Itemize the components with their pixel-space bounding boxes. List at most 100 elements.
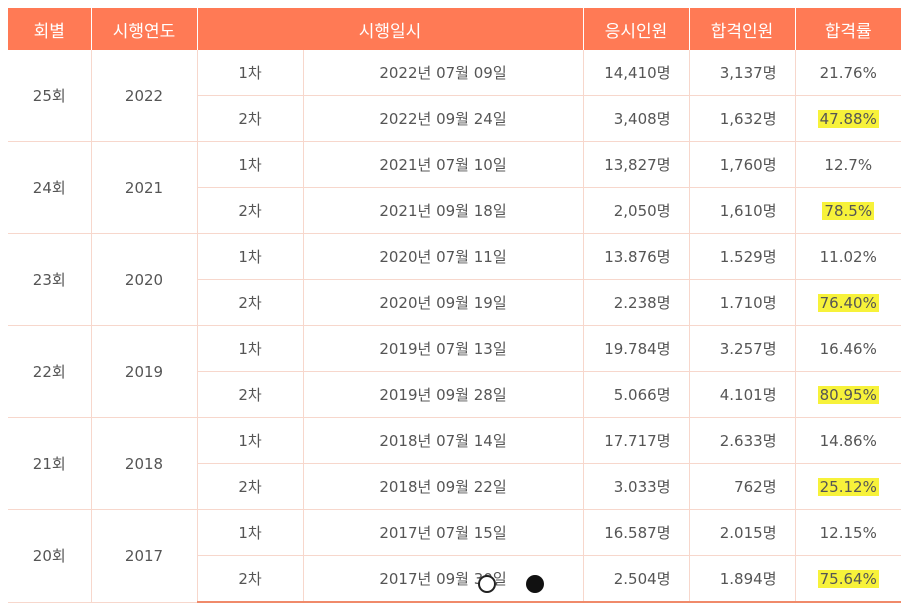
session-cell: 1차 — [197, 141, 304, 188]
applicants-cell: 17.717명 — [583, 417, 690, 464]
table-row: 20회 2017 1차 2017년 07월 15일 16.587명 2.015명 12.15… — [8, 509, 901, 603]
applicants-cell: 2.504명 — [583, 555, 690, 603]
session-cell: 2차 — [197, 463, 304, 510]
round-cell: 25회 — [8, 50, 92, 142]
pass-rate-value: 47.88% — [817, 109, 879, 128]
pass-rate-value: 75.64% — [817, 569, 879, 588]
round-cell: 23회 — [8, 233, 92, 326]
year-cell: 2021 — [91, 141, 198, 234]
pass-rate-cell: 11.02% — [795, 233, 901, 280]
applicants-cell: 13.876명 — [583, 233, 690, 280]
exam-results-table: 회별 시행연도 시행일시 응시인원 합격인원 합격률 25회 2022 1차 2022… — [8, 8, 901, 603]
year-cell: 2022 — [91, 50, 198, 142]
pass-rate-value: 21.76% — [819, 63, 877, 82]
year-cell: 2020 — [91, 233, 198, 326]
pass-rate-cell: 21.76% — [795, 50, 901, 96]
pass-rate-value: 80.95% — [817, 385, 879, 404]
passed-cell: 2.633명 — [689, 417, 796, 464]
session-cell: 2차 — [197, 371, 304, 418]
date-cell: 2022년 09월 24일 — [303, 95, 584, 142]
pass-rate-cell: 47.88% — [795, 95, 901, 142]
applicants-cell: 19.784명 — [583, 325, 690, 372]
header-applicants: 응시인원 — [583, 8, 690, 50]
date-cell: 2021년 07월 10일 — [303, 141, 584, 188]
session-cell: 2차 — [197, 187, 304, 234]
pass-rate-cell: 76.40% — [795, 279, 901, 326]
pass-rate-cell: 16.46% — [795, 325, 901, 372]
pass-rate-cell: 14.86% — [795, 417, 901, 464]
round-cell: 20회 — [8, 509, 92, 603]
pass-rate-cell: 78.5% — [795, 187, 901, 234]
session-cell: 1차 — [197, 325, 304, 372]
table-row: 2차 2022년 09월 24일 3,408명 1,632명 47.88% — [8, 95, 901, 142]
passed-cell: 3,137명 — [689, 50, 796, 96]
year-cell: 2019 — [91, 325, 198, 418]
table-header: 회별 시행연도 시행일시 응시인원 합격인원 합격률 — [8, 8, 901, 50]
session-cell: 1차 — [197, 509, 304, 556]
pass-rate-value: 76.40% — [817, 293, 879, 312]
pass-rate-value: 11.02% — [819, 247, 877, 266]
pass-rate-value: 12.7% — [824, 155, 873, 174]
date-cell: 2018년 07월 14일 — [303, 417, 584, 464]
pass-rate-value: 12.15% — [819, 523, 877, 542]
passed-cell: 1,632명 — [689, 95, 796, 142]
table-row: 24회 2021 1차 2021년 07월 10일 13,827명 1,760명 12.7% — [8, 141, 901, 234]
applicants-cell: 2,050명 — [583, 187, 690, 234]
passed-cell: 1,760명 — [689, 141, 796, 188]
session-cell: 2차 — [197, 555, 304, 603]
date-cell: 2017년 07월 15일 — [303, 509, 584, 556]
date-cell: 2022년 07월 09일 — [303, 50, 584, 96]
date-cell: 2021년 09월 18일 — [303, 187, 584, 234]
pass-rate-cell: 75.64% — [795, 555, 901, 603]
date-cell: 2019년 07월 13일 — [303, 325, 584, 372]
applicants-cell: 5.066명 — [583, 371, 690, 418]
session-cell: 2차 — [197, 95, 304, 142]
table-row: 2차 2019년 09월 28일 5.066명 4.101명 80.95% — [8, 371, 901, 418]
table-row: 25회 2022 1차 2022년 07월 09일 14,410명 3,137명 21.76… — [8, 50, 901, 142]
passed-cell: 1,610명 — [689, 187, 796, 234]
carousel-indicator — [478, 575, 548, 595]
applicants-cell: 2.238명 — [583, 279, 690, 326]
applicants-cell: 13,827명 — [583, 141, 690, 188]
year-cell: 2017 — [91, 509, 198, 603]
session-cell: 1차 — [197, 50, 304, 96]
pass-rate-cell: 25.12% — [795, 463, 901, 510]
date-cell: 2020년 09월 19일 — [303, 279, 584, 326]
pass-rate-cell: 12.7% — [795, 141, 901, 188]
table-body: 25회 2022 1차 2022년 07월 09일 14,410명 3,137명 21.76… — [8, 50, 901, 603]
header-pass-rate: 합격률 — [795, 8, 901, 50]
date-cell: 2018년 09월 22일 — [303, 463, 584, 510]
date-cell: 2019년 09월 28일 — [303, 371, 584, 418]
carousel-dot-active[interactable] — [526, 575, 544, 593]
header-passed: 합격인원 — [689, 8, 796, 50]
round-cell: 24회 — [8, 141, 92, 234]
pass-rate-value: 16.46% — [819, 339, 877, 358]
table-row: 22회 2019 1차 2019년 07월 13일 19.784명 3.257명 16.46… — [8, 325, 901, 418]
header-year: 시행연도 — [91, 8, 198, 50]
pass-rate-cell: 80.95% — [795, 371, 901, 418]
date-cell: 2020년 07월 11일 — [303, 233, 584, 280]
passed-cell: 1.894명 — [689, 555, 796, 603]
pass-rate-value: 25.12% — [817, 477, 879, 496]
passed-cell: 1.710명 — [689, 279, 796, 326]
passed-cell: 4.101명 — [689, 371, 796, 418]
carousel-dot-inactive[interactable] — [478, 575, 496, 593]
year-cell: 2018 — [91, 417, 198, 510]
round-cell: 22회 — [8, 325, 92, 418]
pass-rate-cell: 12.15% — [795, 509, 901, 556]
passed-cell: 762명 — [689, 463, 796, 510]
pass-rate-value: 14.86% — [819, 431, 877, 450]
applicants-cell: 3.033명 — [583, 463, 690, 510]
table-row: 23회 2020 1차 2020년 07월 11일 13.876명 1.529명 11.02… — [8, 233, 901, 326]
passed-cell: 3.257명 — [689, 325, 796, 372]
header-datetime: 시행일시 — [197, 8, 584, 50]
session-cell: 1차 — [197, 233, 304, 280]
pass-rate-value: 78.5% — [822, 201, 875, 220]
passed-cell: 2.015명 — [689, 509, 796, 556]
header-round: 회별 — [8, 8, 92, 50]
session-cell: 1차 — [197, 417, 304, 464]
table-row: 2차 2021년 09월 18일 2,050명 1,610명 78.5% — [8, 187, 901, 234]
applicants-cell: 3,408명 — [583, 95, 690, 142]
passed-cell: 1.529명 — [689, 233, 796, 280]
round-cell: 21회 — [8, 417, 92, 510]
